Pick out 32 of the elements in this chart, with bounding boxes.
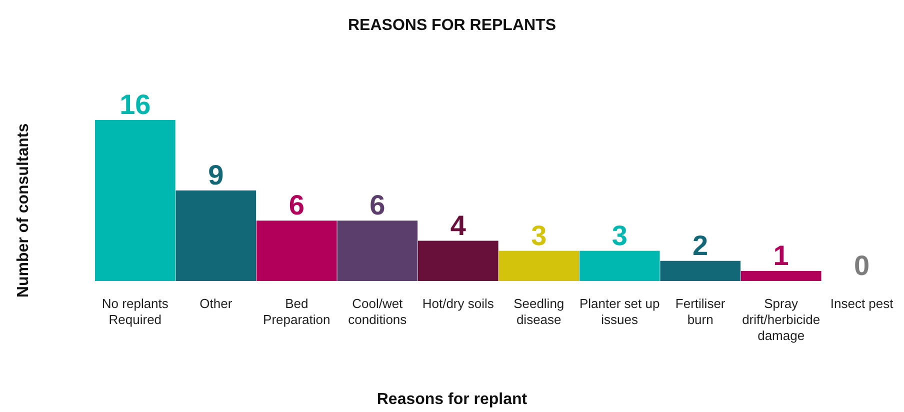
data-label: 6 (370, 190, 386, 221)
data-label: 3 (612, 220, 628, 251)
bar (418, 240, 498, 281)
x-tick-label: Planter set up issues (580, 296, 660, 327)
data-label: 6 (288, 190, 304, 221)
data-label: 0 (854, 250, 870, 281)
bar (660, 260, 741, 281)
x-tick-label: Spray drift/herbicide damage (742, 296, 820, 343)
x-tick-label: Other (200, 296, 233, 311)
bar (740, 270, 822, 281)
x-tick-label: Hot/dry soils (422, 296, 494, 311)
bar (498, 250, 580, 281)
x-tick-label: Fertiliser burn (675, 296, 726, 327)
x-tick-label: Bed Preparation (263, 296, 330, 327)
data-label: 1 (773, 240, 789, 271)
data-label: 3 (531, 220, 547, 251)
bar (337, 220, 418, 281)
x-tick-label: Cool/wet conditions (348, 296, 408, 327)
bar (95, 120, 176, 281)
x-tick-label: Insect pest (830, 296, 894, 311)
y-axis-title: Number of consultants (15, 123, 32, 298)
bar (579, 250, 660, 281)
bar (256, 220, 337, 281)
x-axis-title: Reasons for replant (376, 391, 528, 408)
data-label: 9 (208, 159, 224, 190)
data-label: 4 (450, 210, 466, 241)
data-label: 2 (692, 230, 708, 261)
x-tick-label: No replants Required (102, 296, 169, 327)
chart-title: REASONS FOR REPLANTS (348, 17, 556, 34)
x-tick-label: Seedling disease (514, 296, 564, 327)
bar (176, 190, 256, 281)
data-label: 16 (120, 89, 151, 120)
